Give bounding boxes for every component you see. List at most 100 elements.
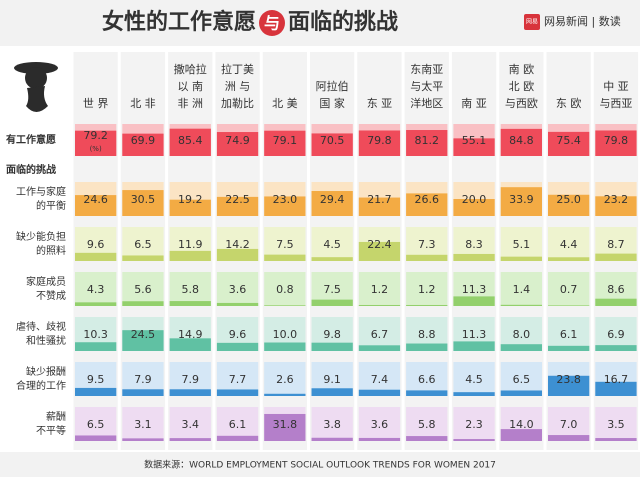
cell-value: 23.2	[604, 193, 629, 206]
cell-bar	[500, 256, 542, 261]
cell-bg	[595, 407, 637, 441]
cell-value: 24.6	[83, 193, 108, 206]
cell-bg	[406, 362, 448, 396]
cell-bar	[453, 296, 495, 306]
cell-value: 9.6	[87, 238, 105, 251]
cell-bar	[311, 342, 353, 351]
cell-bar	[500, 304, 542, 306]
cell-bar	[548, 435, 590, 441]
cell-bar	[311, 257, 353, 261]
cell-bar	[264, 254, 306, 261]
cell-bg	[169, 272, 211, 306]
cell-value: 6.6	[418, 373, 436, 386]
cell-value: 19.2	[178, 193, 203, 206]
cell-bar	[453, 341, 495, 351]
cell-bar	[595, 298, 637, 306]
row-label: 工作与家庭	[16, 185, 66, 198]
cell-value: 9.5	[87, 373, 105, 386]
cell-bg	[548, 317, 590, 351]
cell-value: 2.6	[276, 373, 294, 386]
cell-value: 22.5	[225, 193, 250, 206]
cell-value: 6.7	[371, 328, 389, 341]
cell-value: 24.5	[131, 328, 156, 341]
cell-value: 9.8	[323, 328, 341, 341]
cell-value: 7.4	[371, 373, 389, 386]
cell-value: 8.7	[607, 238, 625, 251]
cell-bg	[548, 227, 590, 261]
cell-bar	[264, 393, 306, 396]
cell-bar	[500, 128, 542, 156]
cell-bg	[264, 362, 306, 396]
cell-value: 6.5	[134, 238, 152, 251]
cell-value: 11.3	[462, 328, 487, 341]
cell-bg	[500, 272, 542, 306]
cell-bg	[406, 272, 448, 306]
cell-bar	[264, 130, 306, 156]
cell-value: 7.3	[418, 238, 436, 251]
column-header: 东南亚	[410, 63, 443, 76]
cell-bar	[595, 253, 637, 261]
cell-value: 3.5	[607, 418, 625, 431]
cell-bar	[358, 437, 401, 441]
section-label: 面临的挑战	[6, 163, 56, 176]
cell-bar	[216, 196, 259, 216]
cell-bar	[500, 390, 542, 396]
cell-bg	[75, 407, 117, 441]
title-badge	[259, 10, 285, 36]
cell-bar	[122, 190, 164, 216]
cell-bar	[453, 253, 495, 261]
cell-value: 30.5	[131, 193, 156, 206]
cell-bg	[311, 227, 353, 261]
title: 面临的挑战	[288, 9, 398, 35]
cell-bar	[75, 342, 117, 351]
cell-bar	[548, 131, 590, 156]
cell-value: 0.7	[560, 283, 578, 296]
cell-bar	[169, 199, 211, 216]
cell-bg	[358, 407, 401, 441]
cell-bar	[169, 438, 211, 441]
cell-value: 11.3	[462, 283, 487, 296]
cell-bar	[75, 130, 117, 156]
cell-bar	[216, 389, 259, 396]
cell-bar	[75, 387, 117, 396]
cell-value: 22.4	[367, 238, 392, 251]
row-label: 的平衡	[36, 199, 66, 212]
column-header: 撒哈拉	[174, 62, 207, 76]
cell-value: 10.0	[273, 328, 298, 341]
cell-bg	[122, 272, 164, 306]
cell-bar	[122, 133, 164, 156]
column-header: 北 欧	[509, 80, 535, 93]
cell-bar	[595, 438, 637, 441]
cell-value: 1.4	[513, 283, 531, 296]
logo-text: 网易新闻 | 数读	[544, 14, 621, 28]
cell-bar	[122, 389, 164, 396]
cell-value: 6.9	[607, 328, 625, 341]
cell-value: 5.8	[418, 418, 436, 431]
column-header: 阿拉伯	[316, 79, 349, 93]
cell-bar	[595, 345, 637, 351]
row-label: 缺少报酬	[26, 365, 66, 378]
cell-value: 20.0	[462, 193, 487, 206]
cell-value: 70.5	[320, 134, 345, 147]
cell-bar	[358, 241, 401, 261]
cell-value: 11.9	[178, 238, 203, 251]
cell-bar	[311, 191, 353, 216]
footer-band	[0, 452, 640, 477]
cell-bar	[406, 193, 448, 216]
cell-bar	[122, 438, 164, 441]
cell-bar	[358, 389, 401, 396]
column-header: 洲 与	[225, 80, 251, 93]
cell-value: 3.4	[182, 418, 200, 431]
cell-bg	[216, 407, 259, 441]
cell-value: 85.4	[178, 134, 203, 147]
cell-bg	[406, 407, 448, 441]
cell-bar	[122, 301, 164, 306]
cell-bar	[216, 302, 259, 306]
cell-value: 8.8	[418, 328, 436, 341]
cell-bar	[406, 390, 448, 396]
cell-value: 3.6	[371, 418, 389, 431]
cell-value: 14.9	[178, 328, 203, 341]
cell-value: 79.2	[83, 129, 108, 142]
cell-bar	[264, 305, 306, 306]
cell-bar	[311, 437, 353, 441]
